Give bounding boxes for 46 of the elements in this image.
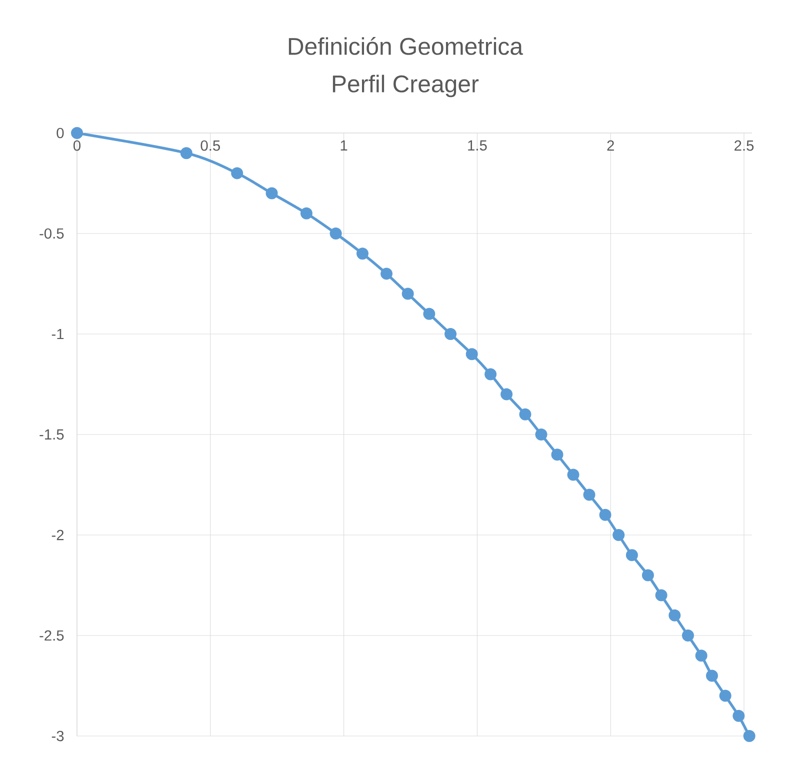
point [266,187,278,200]
point [519,408,532,420]
x-tick-label: 2 [607,140,614,151]
point [655,589,668,602]
x-tick-label: 1 [340,140,348,150]
point [695,650,708,662]
point [682,629,694,642]
x-tick-label: 1.5 [468,140,487,151]
point [484,368,497,380]
chart-title: Definición Geometrica [288,37,523,55]
x-tick-label: 0 [73,140,80,151]
x-tick-label: 2.5 [734,140,754,151]
point [706,670,718,682]
point [551,448,564,461]
point [567,468,580,481]
chart-subtitle: Perfil Creager [332,74,479,98]
point [642,569,654,582]
point [300,207,312,220]
point [423,308,436,320]
point [231,167,244,180]
y-tick-label: -1 [52,328,64,340]
point [583,488,596,501]
point [626,549,638,562]
point [180,147,192,160]
point [743,730,756,742]
point [500,388,513,400]
point [535,428,548,440]
point [330,227,342,240]
y-tick-label: -0.5 [40,228,64,239]
point [612,528,625,541]
point [668,609,681,622]
y-tick-label: -2 [52,530,64,540]
y-tick-label: 0 [56,128,64,138]
point [466,348,478,360]
point [402,288,414,300]
point [444,328,457,340]
point [380,268,392,280]
y-tick-label: -1.5 [40,429,64,440]
point [356,248,368,260]
y-tick-label: -3 [52,730,64,742]
point [599,508,612,521]
point [71,126,84,139]
x-tick-label: 0.5 [200,140,220,151]
y-tick-label: -2.5 [40,630,64,641]
point [719,690,732,702]
point [732,710,745,722]
